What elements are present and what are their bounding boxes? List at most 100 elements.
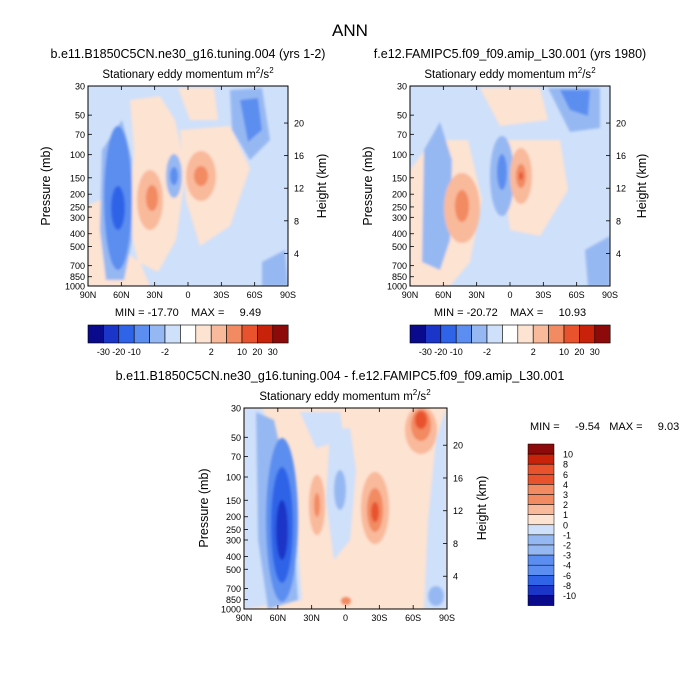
pressure-tick-label: 500 — [70, 242, 85, 252]
pressure-tick-label: 150 — [70, 173, 85, 183]
colorbar-box — [527, 453, 555, 465]
colorbar-label: -30 — [97, 347, 110, 357]
max-value: 9.03 — [658, 421, 679, 433]
pressure-tick-label: 70 — [75, 130, 85, 140]
pressure-tick-label: 300 — [392, 213, 407, 223]
min-value: -20.72 — [467, 307, 498, 319]
core-negative-eq-inner — [170, 167, 178, 185]
pressure-tick-label: 50 — [231, 433, 241, 443]
colorbar-label: -2 — [563, 541, 571, 551]
colorbar-box — [527, 554, 555, 566]
colorbar-box — [527, 585, 555, 596]
pressure-tick-label: 50 — [75, 111, 85, 121]
latitude-tick-label: 0 — [507, 290, 512, 300]
colorbar-label: -30 — [419, 347, 432, 357]
pressure-tick-label: 1000 — [65, 282, 85, 292]
colorbar-box — [527, 595, 555, 606]
colorbar-box — [226, 324, 243, 344]
colorbar-box — [594, 324, 611, 344]
region-positive-upper — [480, 88, 548, 126]
units-mid: /s — [582, 69, 591, 81]
colorbar-box — [87, 324, 104, 344]
colorbar-label: -1 — [563, 530, 571, 540]
latitude-tick-label: 90S — [602, 290, 618, 300]
region-negative-right — [424, 408, 447, 609]
region-positive-upper — [178, 88, 218, 120]
units-sup2: 2 — [269, 66, 274, 75]
pressure-tick-label: 200 — [70, 190, 85, 200]
max-value: 9.49 — [240, 307, 261, 319]
region-negative-column — [422, 122, 452, 270]
colorbar-box — [527, 463, 555, 475]
pressure-tick-label: 250 — [392, 202, 407, 212]
region-negative-sfc-right — [262, 250, 288, 286]
pressure-tick-label: 1000 — [387, 282, 407, 292]
colorbar-box — [548, 324, 565, 344]
colorbar-box — [579, 324, 596, 344]
height-tick-label: 20 — [616, 119, 626, 129]
colorbar-box — [118, 324, 135, 344]
colorbar-label: -10 — [450, 347, 463, 357]
height-tick-label: 16 — [453, 473, 463, 483]
colorbar-label: 6 — [563, 470, 568, 480]
latitude-tick-label: 30N — [468, 290, 485, 300]
max-value: 10.93 — [559, 307, 587, 319]
colorbar-box — [527, 484, 555, 495]
units-sup1: 2 — [256, 66, 261, 75]
colorbar-box — [133, 324, 150, 344]
core-negative-l3 — [276, 500, 288, 560]
colorbar-box — [210, 324, 227, 344]
latitude-tick-label: 60N — [270, 613, 287, 623]
colorbar-label: 20 — [252, 347, 262, 357]
colorbar-box — [527, 524, 555, 536]
panel-model-1: b.e11.B1850C5CN.ne30_g16.tuning.004 (yrs… — [39, 47, 329, 357]
core-positive-b-inner — [519, 172, 523, 180]
units-sup2: 2 — [426, 388, 431, 397]
latitude-tick-label: 30N — [303, 613, 320, 623]
latitude-tick-label: 60S — [247, 290, 263, 300]
height-ticks: 20 16 12 8 4 — [606, 119, 626, 259]
colorbar: -30 -20 -10 -2 2 10 20 30 — [87, 324, 289, 357]
sfc-positive-blob — [341, 597, 351, 605]
colorbar-box — [532, 324, 549, 344]
units-mid: /s — [260, 69, 269, 81]
colorbar-label: -3 — [563, 551, 571, 561]
height-tick-label: 12 — [616, 184, 626, 194]
latitude-tick-label: 30N — [146, 290, 163, 300]
pressure-tick-label: 700 — [70, 261, 85, 271]
colorbar-label: 10 — [563, 450, 573, 460]
pressure-tick-label: 1000 — [221, 605, 241, 615]
latitude-tick-label: 30S — [535, 290, 551, 300]
pressure-tick-label: 150 — [226, 496, 241, 506]
colorbar-box — [409, 324, 426, 344]
latitude-tick-label: 0 — [343, 613, 348, 623]
region-negative-upper-core — [560, 90, 590, 116]
sfc-negative-blob — [428, 586, 444, 606]
latitude-tick-label: 90N — [402, 290, 419, 300]
core-negative-eq-inner — [497, 154, 507, 190]
pressure-tick-label: 300 — [70, 213, 85, 223]
min-max-readout: MIN = -9.54 MAX = 9.03 — [530, 421, 679, 433]
height-ticks: 20 16 12 8 4 — [443, 441, 463, 582]
y-axis-label: Pressure (mb) — [197, 468, 211, 547]
colorbar-box — [164, 324, 181, 344]
colorbar-label: 0 — [563, 520, 568, 530]
colorbar-label: 4 — [563, 480, 568, 490]
colorbar-box — [455, 324, 472, 344]
region-negative-sfc-right — [585, 236, 610, 286]
region-negative-upper-inner — [240, 98, 262, 142]
latitude-ticks: 90N 60N 30N 0 30S 60S 90S — [402, 86, 618, 300]
colorbar-box — [527, 504, 555, 515]
latitude-tick-label: 30S — [371, 613, 387, 623]
height-tick-label: 16 — [616, 151, 626, 161]
colorbar: -30 -20 -10 -2 2 10 20 30 — [409, 324, 611, 357]
height-tick-label: 20 — [294, 119, 304, 129]
pressure-tick-label: 400 — [226, 552, 241, 562]
colorbar-label: -20 — [434, 347, 447, 357]
units-base: m — [568, 69, 578, 81]
height-tick-label: 12 — [294, 184, 304, 194]
y2-axis-label: Height (km) — [315, 154, 329, 219]
panel-model-2: f.e12.FAMIPC5.f09_f09.amip_L30.001 (yrs … — [361, 47, 649, 357]
pressure-tick-label: 500 — [392, 242, 407, 252]
